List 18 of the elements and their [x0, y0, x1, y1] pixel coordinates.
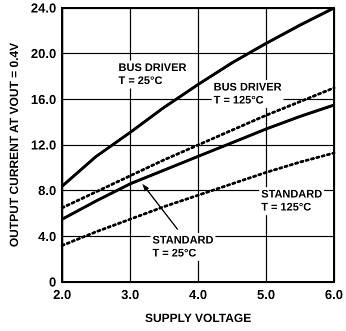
x-tick-label: 5.0	[256, 287, 276, 302]
y-tick-label: 8.0	[38, 183, 56, 198]
x-tick-label: 6.0	[324, 287, 344, 302]
y-tick-label: 0	[48, 274, 56, 290]
y-tick-label: 12.0	[30, 138, 56, 152]
x-tick-label: 2.0	[53, 287, 72, 302]
series-label: BUS DRIVER T = 25°C	[118, 62, 186, 88]
y-tick-label: 4.0	[38, 228, 56, 244]
x-tick-label: 3.0	[121, 287, 140, 302]
y-tick-label: 24.0	[30, 0, 56, 16]
x-tick-label: 4.0	[189, 287, 208, 302]
y-tick-label: 16.0	[30, 92, 56, 107]
text: STANDARD T = 25°C	[152, 234, 214, 260]
y-tick-label: 20.0	[30, 46, 56, 62]
series-label: BUS DRIVER T = 125°C	[214, 81, 282, 106]
series-label: STANDARD T = 125°C	[261, 188, 322, 214]
y-axis-title: OUTPUT CURRENT AT VOUT = 0.4V	[7, 42, 21, 248]
x-axis-title: SUPPLY VOLTAGE	[144, 311, 252, 325]
